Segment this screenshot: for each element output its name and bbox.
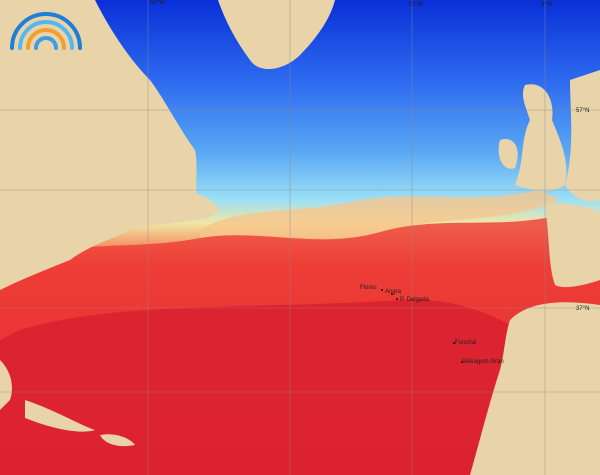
grid-label: 3°W (541, 2, 553, 8)
grid-label: 43°W (150, 0, 165, 6)
place-label: Selvagem Gran (462, 359, 504, 365)
grid-label: 37°N (576, 306, 589, 312)
place-label: Angra (385, 289, 402, 295)
grid-label: 23°W (408, 2, 423, 8)
place-label: Funchal (455, 340, 476, 346)
places: Flores Angra P. Delgada Funchal Selvagem… (360, 285, 504, 365)
warm-core (0, 299, 520, 475)
grid-label: 57°N (576, 108, 589, 114)
place-label: P. Delgada (400, 297, 430, 303)
place-label: Flores (360, 285, 377, 291)
logo (10, 12, 82, 50)
